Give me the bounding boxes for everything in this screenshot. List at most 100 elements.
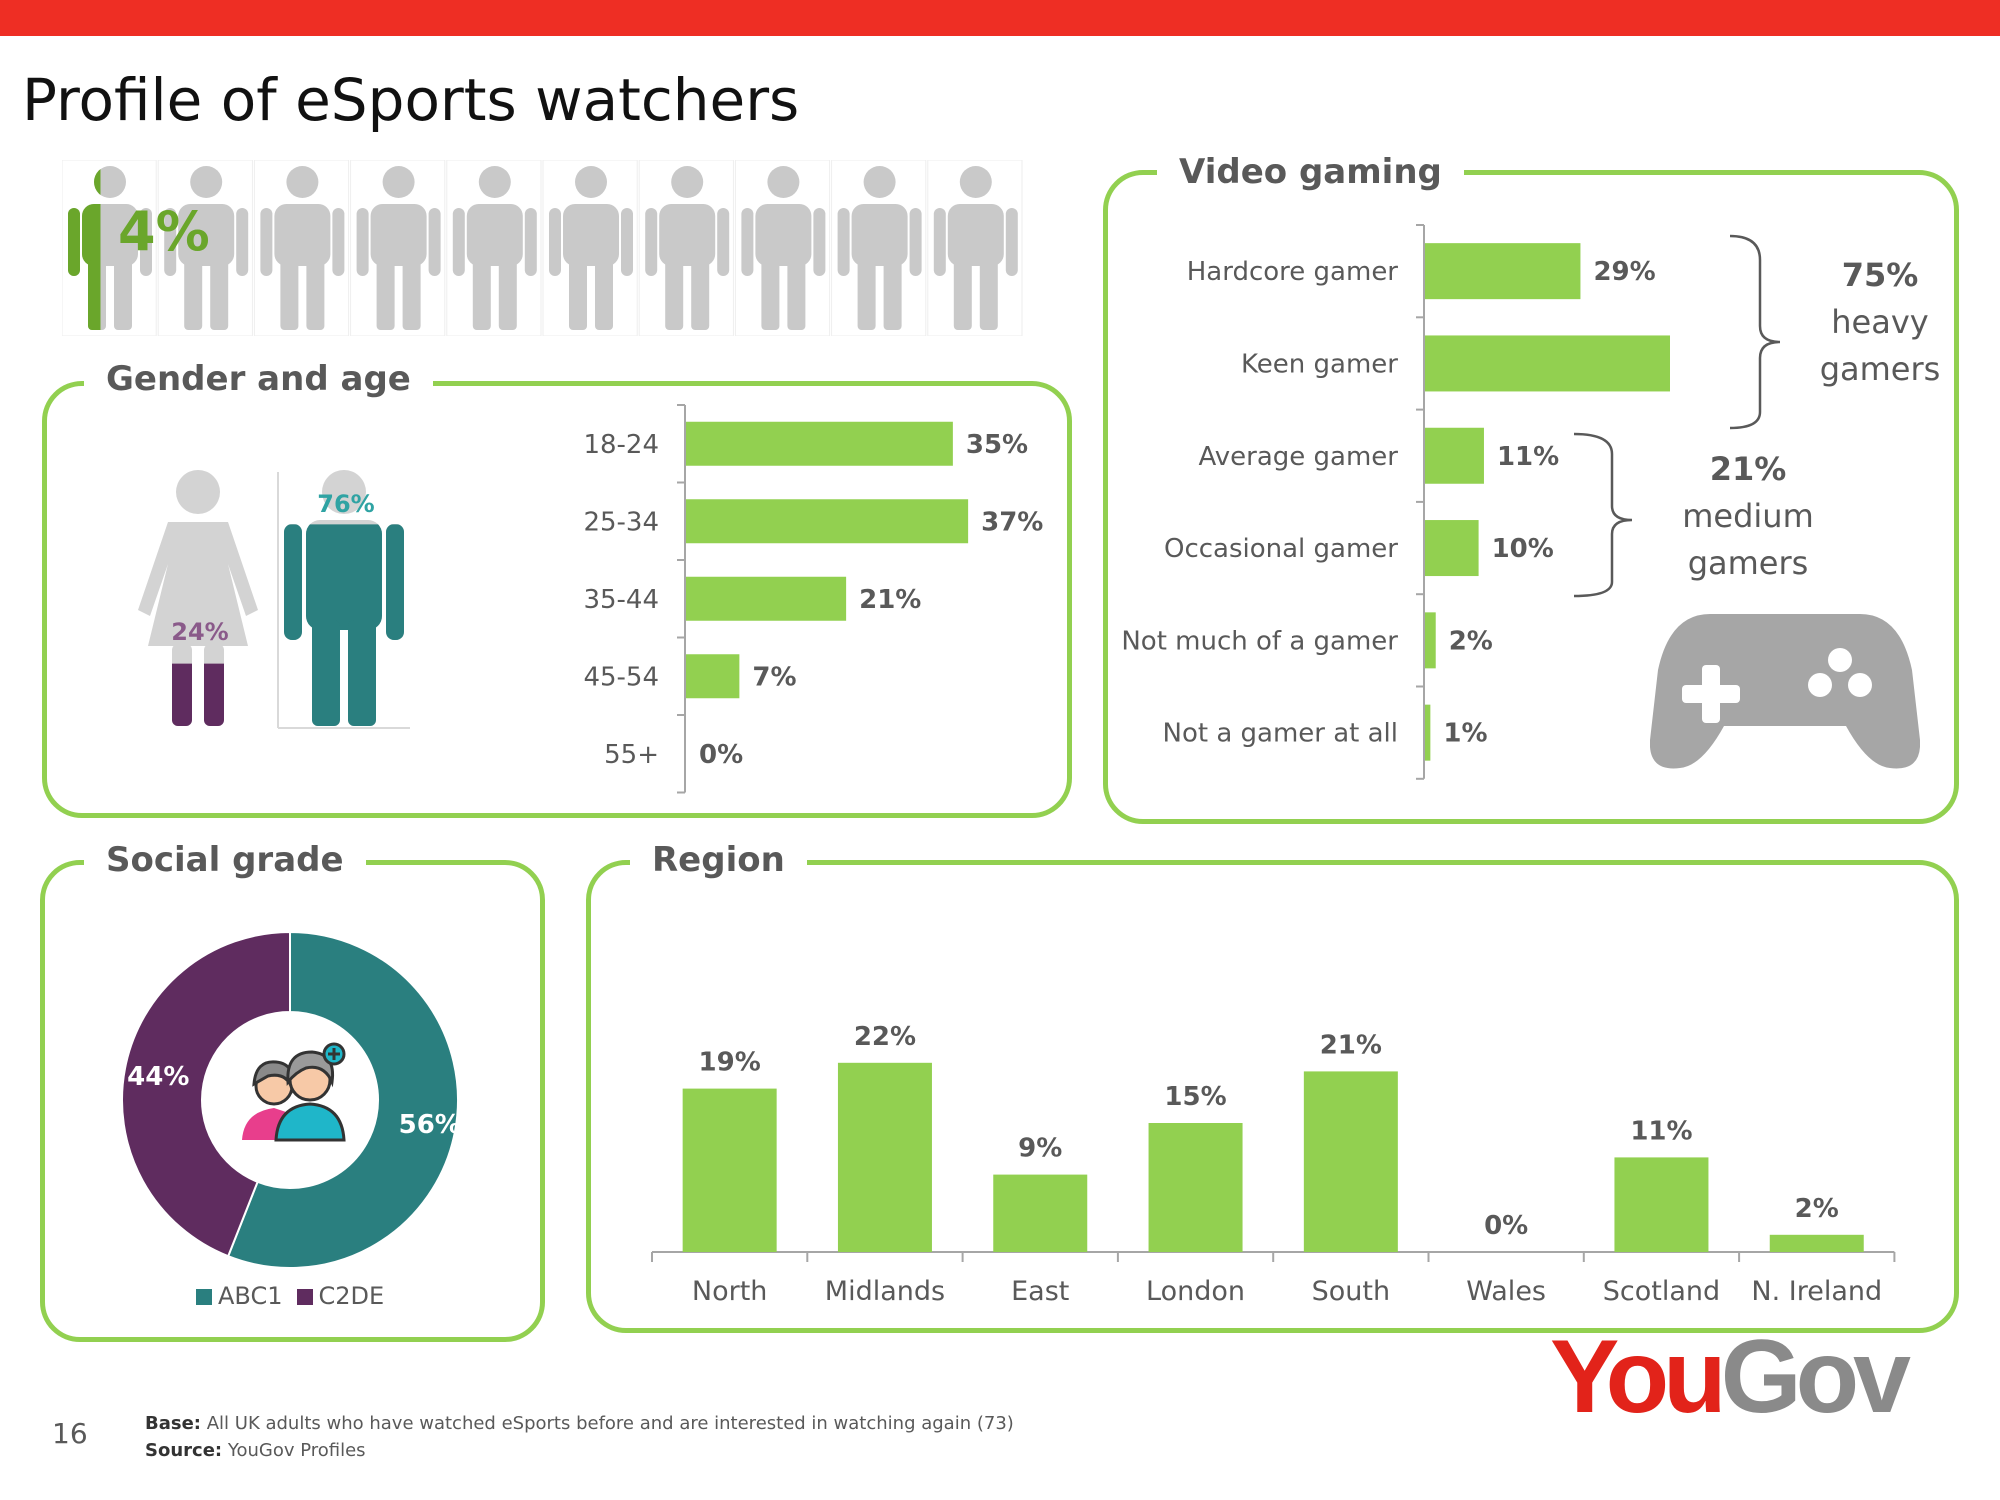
bar — [1769, 1234, 1864, 1252]
video-gaming-title: Video gaming — [1157, 152, 1464, 192]
logo-gov: Gov — [1720, 1319, 1911, 1435]
legend-item-abc1: ABC1 — [196, 1282, 283, 1310]
region-bar-chart: 19% North 22% Midlands 9% East 15% London 21% Sou… — [651, 1022, 1896, 1307]
medium-bracket-group: 21% medium gamers — [1573, 432, 1814, 598]
medium-gamers-line2: gamers — [1688, 544, 1809, 582]
category-label: London — [1146, 1276, 1245, 1307]
person-icon — [549, 166, 633, 330]
logo-you: You — [1550, 1319, 1727, 1435]
bar — [682, 1088, 777, 1252]
category-label: Occasional gamer — [1164, 534, 1398, 564]
category-label: N. Ireland — [1751, 1276, 1882, 1307]
data-label: 11% — [1497, 442, 1559, 472]
gaming-brackets: 75% heavy gamers — [1729, 234, 1941, 430]
data-label: 11% — [1630, 1116, 1692, 1146]
person-icon — [741, 166, 826, 330]
bar — [1614, 1157, 1709, 1252]
category-label: Wales — [1466, 1276, 1546, 1307]
category-label: Midlands — [825, 1276, 945, 1307]
category-label: 45-54 — [583, 662, 659, 692]
data-label: 1% — [1443, 719, 1487, 749]
donut-slice — [121, 930, 291, 1258]
base-text: All UK adults who have watched eSports b… — [206, 1413, 1014, 1434]
category-label: Scotland — [1603, 1276, 1720, 1307]
person-icon — [452, 166, 537, 330]
bar — [837, 1062, 932, 1252]
medium-gamers-line1: medium — [1682, 497, 1814, 535]
source-label: Source: — [145, 1440, 223, 1461]
bar — [1425, 704, 1431, 761]
bar — [1425, 612, 1436, 669]
region-panel — [586, 860, 1959, 1333]
page-number: 16 — [52, 1417, 88, 1450]
game-controller-icon — [1650, 614, 1920, 769]
category-label: Not a gamer at all — [1163, 719, 1399, 749]
data-label: 7% — [752, 662, 796, 692]
age-bar-chart: 18-24 35% 25-34 37% 35-44 21% 45-54 7% 55+ 0% — [583, 404, 1043, 794]
gender-figures: 24% 76% — [138, 470, 410, 729]
top-accent-bar — [0, 0, 2000, 36]
legend-label-abc1: ABC1 — [218, 1282, 283, 1310]
gender-age-title: Gender and age — [84, 359, 433, 399]
data-label: 9% — [1018, 1134, 1062, 1164]
person-icon — [260, 166, 345, 330]
category-label: Keen gamer — [1241, 349, 1398, 379]
slice-label: 56% — [399, 1110, 461, 1140]
category-label: North — [692, 1276, 768, 1307]
heavy-gamers-line2: gamers — [1820, 350, 1941, 388]
data-label: 21% — [1320, 1030, 1382, 1060]
donut-slice — [226, 930, 459, 1269]
donut-legend: ABC1 C2DE — [196, 1282, 384, 1310]
data-label: 15% — [1164, 1082, 1226, 1112]
source-text: YouGov Profiles — [227, 1440, 366, 1461]
category-label: 25-34 — [583, 507, 659, 537]
category-label: Hardcore gamer — [1187, 257, 1399, 287]
category-label: 35-44 — [583, 585, 659, 615]
bar — [686, 654, 740, 699]
person-icon — [356, 166, 441, 330]
bar — [1148, 1123, 1243, 1252]
category-label: 55+ — [604, 740, 659, 770]
data-label: 2% — [1449, 626, 1493, 656]
data-label: 2% — [1795, 1194, 1839, 1224]
data-label: 22% — [854, 1022, 916, 1052]
data-label: 0% — [699, 740, 743, 770]
medium-gamers-pct: 21% — [1710, 450, 1787, 488]
bar — [1425, 243, 1581, 300]
male-share-label: 76% — [317, 490, 374, 518]
source-note: Source: YouGov Profiles — [145, 1440, 366, 1461]
data-label: 0% — [1484, 1211, 1528, 1241]
page-title: Profile of eSports watchers — [22, 66, 800, 134]
two-people-icon — [242, 1042, 346, 1142]
slice-label: 44% — [127, 1062, 189, 1092]
person-icon — [933, 166, 1018, 330]
female-share-label: 24% — [171, 618, 228, 646]
data-label: 29% — [1593, 257, 1655, 287]
bar — [1303, 1071, 1398, 1252]
pictogram-value: 4% — [118, 200, 210, 263]
base-label: Base: — [145, 1413, 201, 1434]
heavy-gamers-pct: 75% — [1842, 256, 1919, 294]
category-label: 18-24 — [583, 430, 659, 460]
bar — [1425, 520, 1479, 577]
legend-label-c2de: C2DE — [318, 1282, 385, 1310]
pictogram: 4% — [62, 160, 1023, 336]
data-label: 37% — [981, 507, 1043, 537]
yougov-logo: YouGov — [1550, 1318, 1911, 1437]
region-title: Region — [630, 840, 807, 880]
data-label: 21% — [859, 585, 921, 615]
bar — [1425, 427, 1484, 484]
bar — [1425, 335, 1670, 392]
category-label: South — [1312, 1276, 1390, 1307]
medium-bracket — [1573, 432, 1633, 598]
bar — [993, 1174, 1088, 1252]
data-label: 10% — [1492, 534, 1554, 564]
category-label: Not much of a gamer — [1121, 626, 1398, 656]
base-note: Base: All UK adults who have watched eSp… — [145, 1413, 1014, 1434]
bar — [686, 499, 969, 544]
person-icon — [645, 166, 730, 330]
category-label: Average gamer — [1199, 442, 1399, 472]
video-gaming-panel — [1103, 170, 1959, 824]
bar — [686, 421, 953, 466]
